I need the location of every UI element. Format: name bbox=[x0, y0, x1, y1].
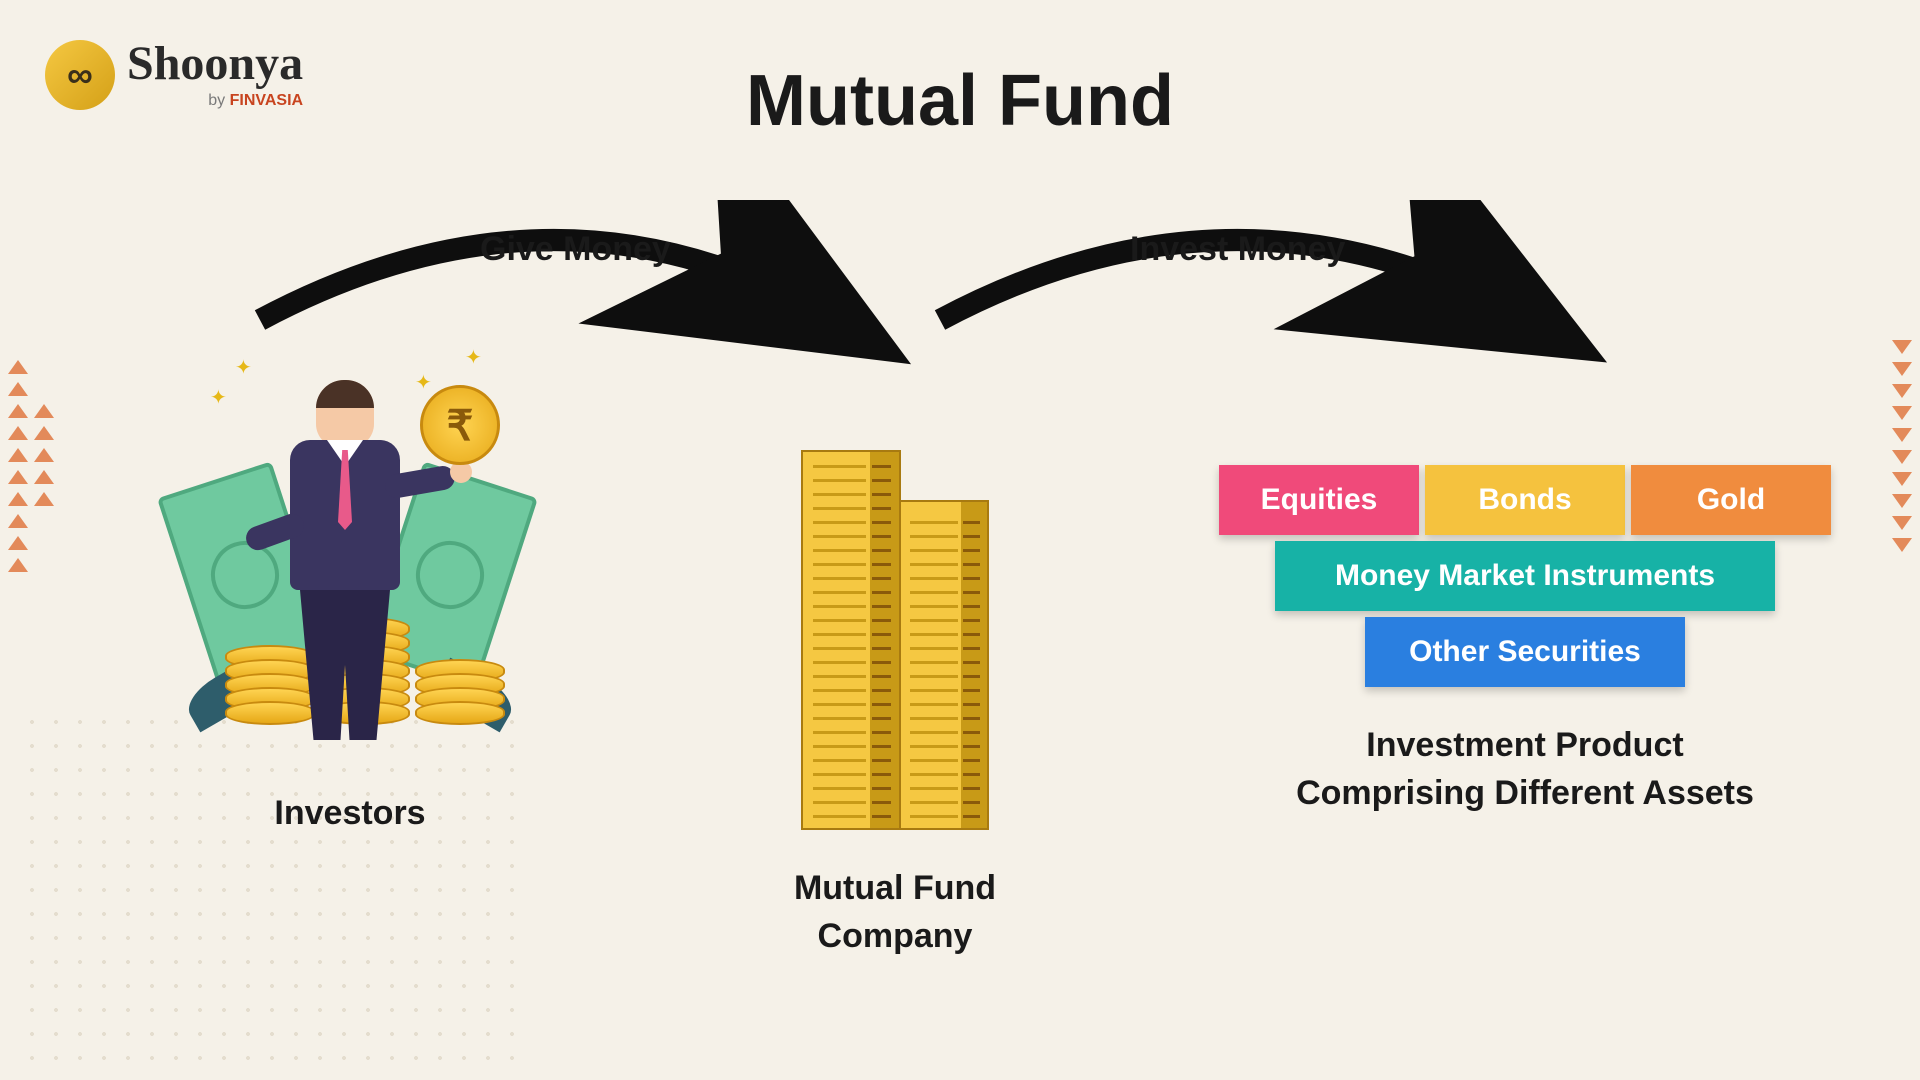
node-assets: EquitiesBondsGoldMoney Market Instrument… bbox=[1175, 465, 1875, 817]
logo-infinity-icon: ∞ bbox=[45, 40, 115, 110]
brand-logo: ∞ Shoonya by FINVASIA bbox=[45, 40, 303, 110]
asset-box: Money Market Instruments bbox=[1275, 541, 1775, 611]
investor-illustration: ✦ ✦ ✦ ✦ bbox=[165, 335, 535, 755]
asset-box: Gold bbox=[1631, 465, 1831, 535]
node-caption-assets: Investment Product Comprising Different … bbox=[1296, 722, 1754, 817]
logo-byline: by FINVASIA bbox=[127, 92, 303, 110]
building-icon bbox=[795, 450, 995, 830]
logo-wordmark: Shoonya bbox=[127, 40, 303, 88]
node-company: Mutual Fund Company bbox=[720, 450, 1070, 960]
asset-box: Bonds bbox=[1425, 465, 1625, 535]
arrow-label-give-money: Give Money bbox=[480, 230, 671, 269]
node-caption-company: Mutual Fund Company bbox=[720, 865, 1070, 960]
rupee-coin-icon: ₹ bbox=[420, 385, 500, 465]
page-title: Mutual Fund bbox=[746, 60, 1174, 142]
flow-diagram: Give Money Invest Money ✦ ✦ ✦ ✦ bbox=[0, 180, 1920, 930]
asset-categories: EquitiesBondsGoldMoney Market Instrument… bbox=[1219, 465, 1831, 687]
node-investors: ✦ ✦ ✦ ✦ bbox=[150, 335, 550, 838]
asset-box: Equities bbox=[1219, 465, 1419, 535]
arrow-label-invest-money: Invest Money bbox=[1130, 230, 1345, 269]
businessman-icon bbox=[255, 380, 435, 740]
asset-box: Other Securities bbox=[1365, 617, 1685, 687]
node-caption-investors: Investors bbox=[274, 790, 425, 838]
